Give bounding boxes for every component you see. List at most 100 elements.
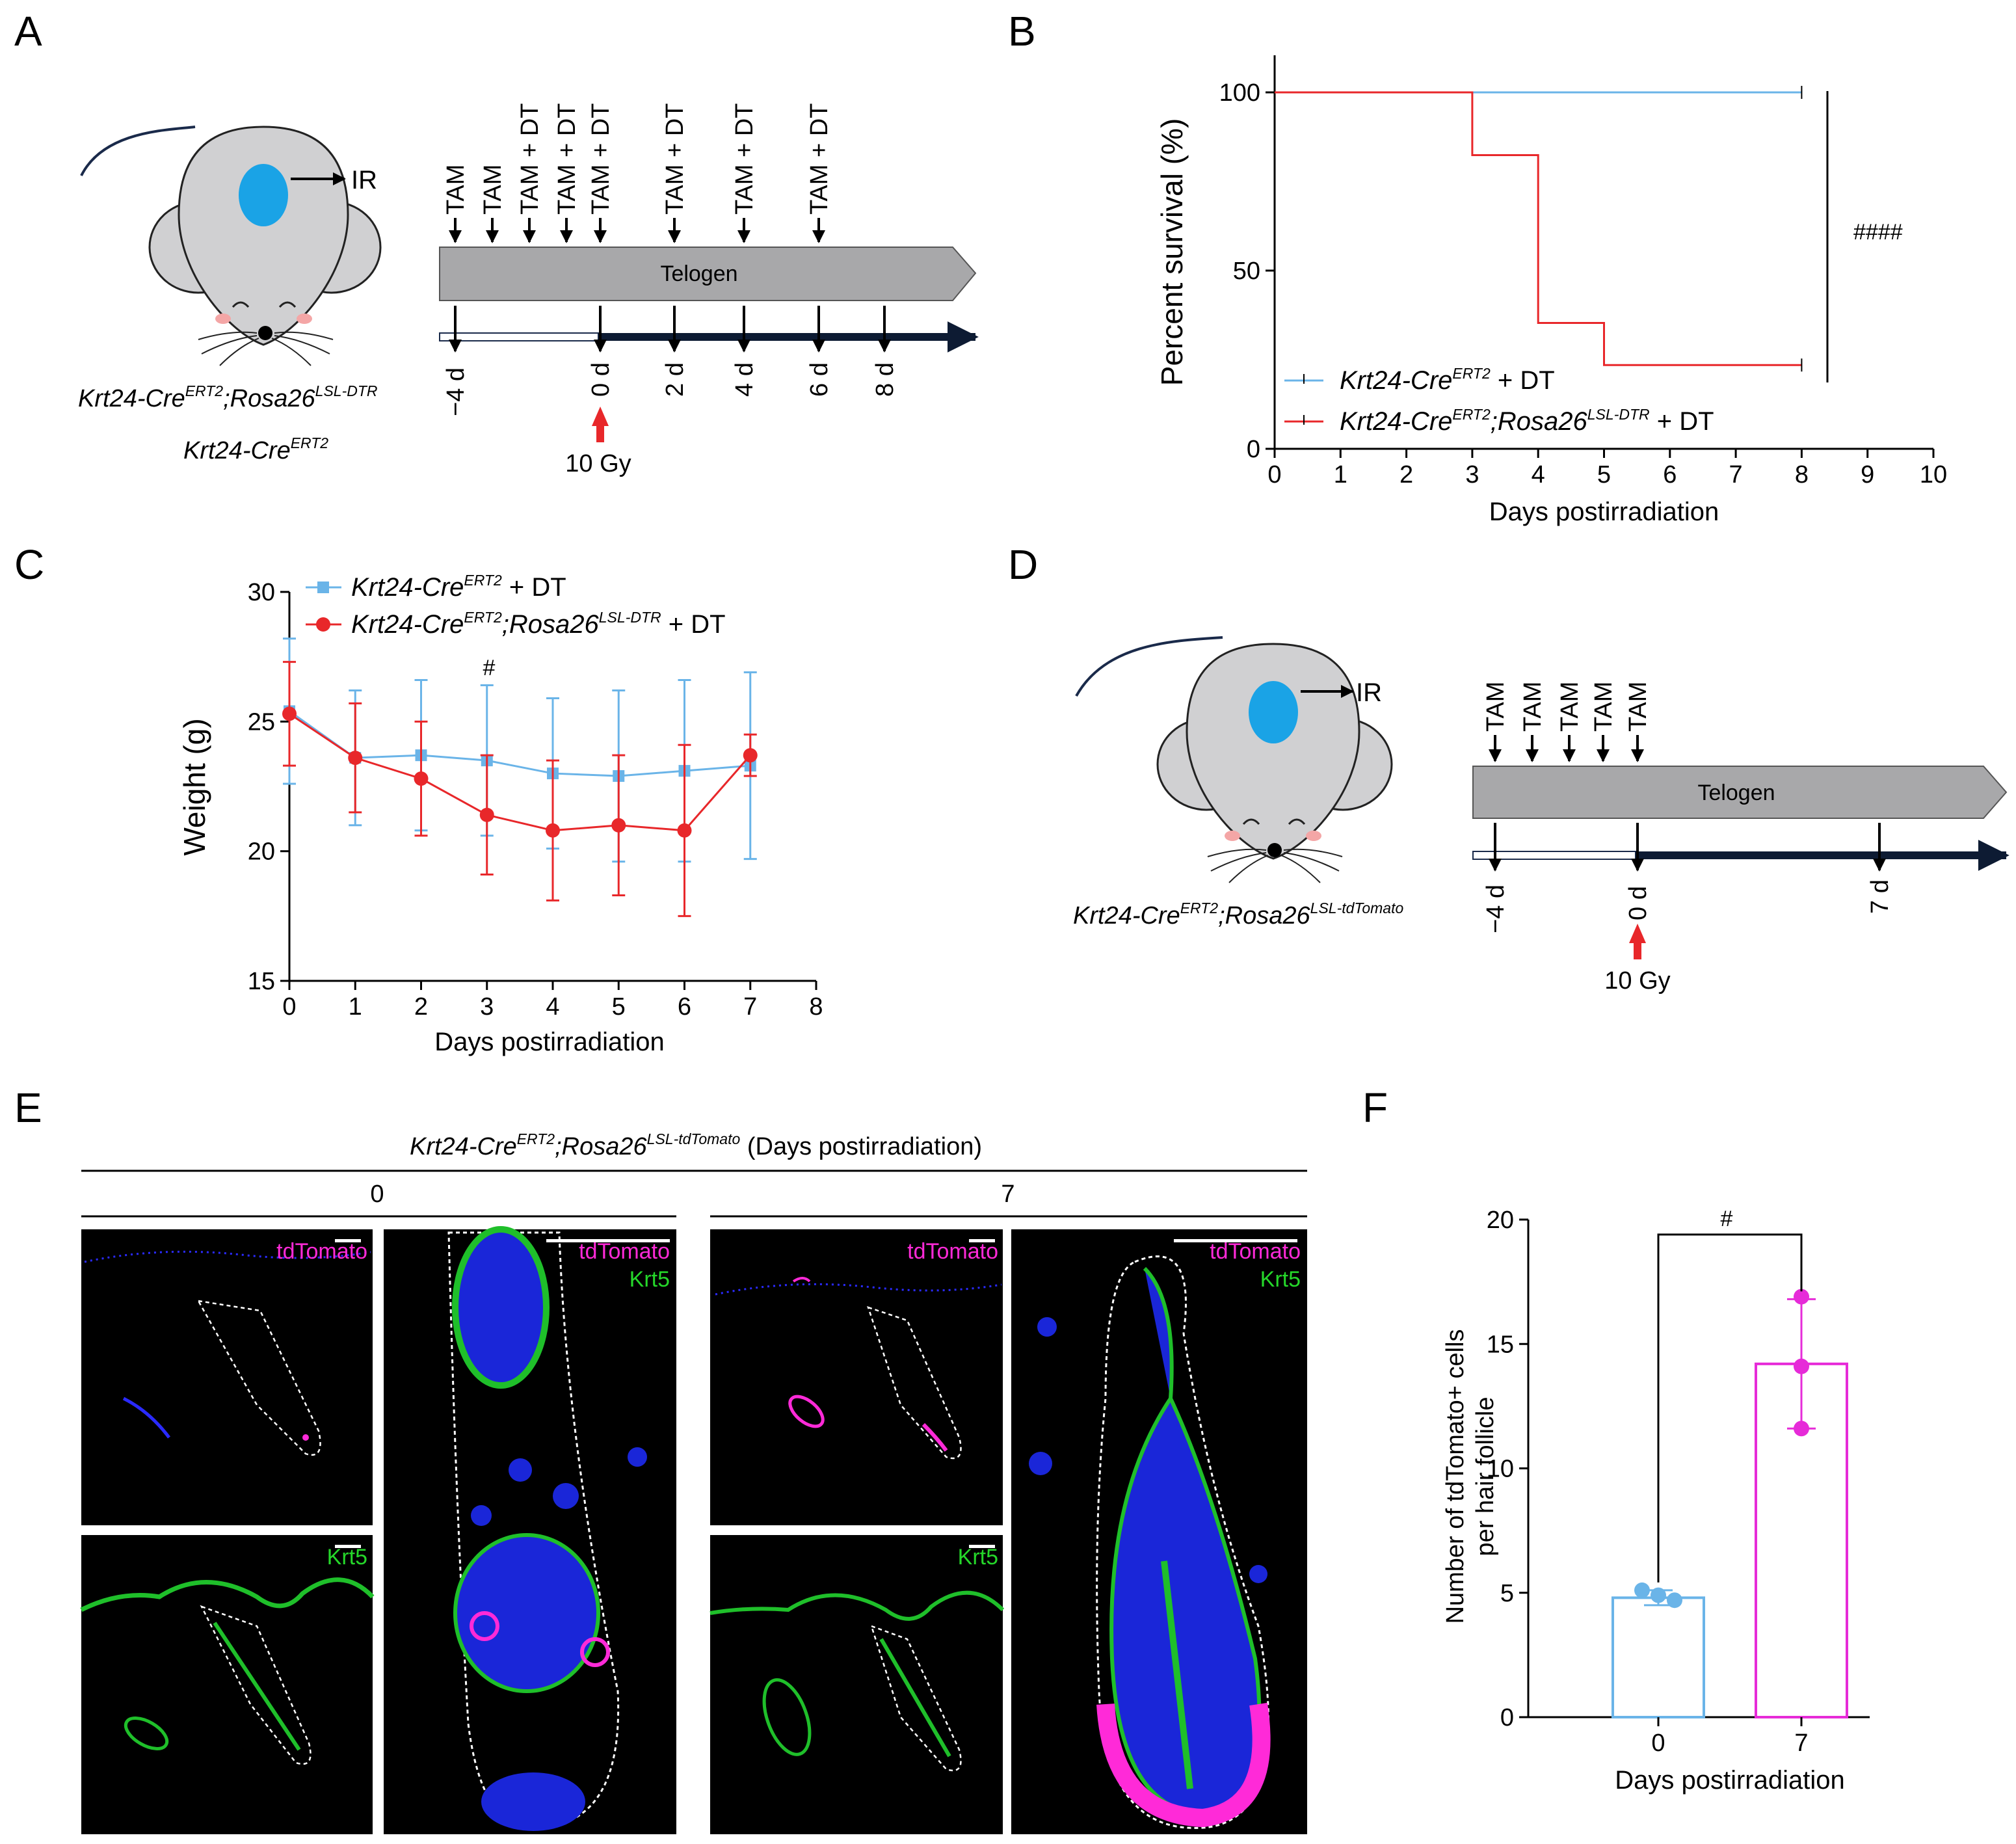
x-tick-label: 7 <box>1729 461 1743 488</box>
day-label: 4 d <box>731 362 758 397</box>
panel-d-timeline <box>1472 823 2009 872</box>
treatment-label: TAM + DT <box>731 103 758 215</box>
micrograph-day0-zoom: tdTomato Krt5 <box>384 1226 676 1834</box>
panel-a-mouse <box>80 126 382 366</box>
y-tick-label: 15 <box>1487 1331 1514 1358</box>
micrograph-day0-tdtomato: tdTomato <box>81 1229 373 1525</box>
panel-d-irradiation-arrow-icon <box>1629 924 1646 959</box>
y-tick-label: 30 <box>248 579 275 606</box>
data-point <box>677 823 692 838</box>
legend-entry-dtr: Krt24-CreERT2;Rosa26LSL-DTR + DT <box>1340 406 1714 436</box>
data-point <box>348 751 363 766</box>
panel-letter-f: F <box>1362 1084 1388 1131</box>
data-point <box>414 771 429 786</box>
stain-label-tdtomato: tdTomato <box>907 1239 998 1264</box>
day-label: 0 d <box>1625 886 1652 920</box>
panel-a-treatments: TAM TAM TAM + DT TAM + DT TAM + DT TAM +… <box>442 103 833 243</box>
y-tick-label: 10 <box>1487 1456 1514 1483</box>
panel-c-legend: Krt24-CreERT2 + DT Krt24-CreERT2;Rosa26L… <box>306 572 726 639</box>
data-point <box>1794 1289 1809 1305</box>
y-tick-label: 0 <box>1247 436 1260 463</box>
panel-d-telogen-label: Telogen <box>1697 781 1775 805</box>
data-point <box>611 818 626 833</box>
panel-d-telogen-bar <box>1472 766 2008 819</box>
day-label: 7 d <box>1866 879 1894 914</box>
y-tick-label: 5 <box>1500 1580 1514 1607</box>
treatment-label: TAM <box>479 165 507 215</box>
day-label: −4 d <box>442 367 470 416</box>
treatment-label: TAM + DT <box>587 103 615 215</box>
panel-a-genotype-2: Krt24-CreERT2 <box>183 434 328 464</box>
x-tick-label: 1 <box>349 993 362 1021</box>
micrograph-day7-krt5: Krt5 <box>710 1535 1005 1834</box>
day-label: 8 d <box>871 362 899 397</box>
data-point <box>743 748 758 763</box>
x-tick-label: 0 <box>1267 461 1281 488</box>
x-tick-label: 8 <box>809 993 823 1021</box>
x-tick-label: 3 <box>480 993 494 1021</box>
x-tick-label: 10 <box>1920 461 1947 488</box>
stain-label-tdtomato: tdTomato <box>276 1239 367 1264</box>
survival-curve-1 <box>1275 91 1802 366</box>
x-tick-label: 6 <box>678 993 691 1021</box>
x-tick-label: 2 <box>414 993 428 1021</box>
x-tick-label: 7 <box>1794 1730 1808 1757</box>
significance-bracket <box>1657 1233 1803 1583</box>
stain-label-tdtomato: tdTomato <box>579 1239 670 1264</box>
data-point <box>1651 1587 1666 1603</box>
panel-a-telogen-label: Telogen <box>660 261 737 286</box>
data-point <box>1794 1358 1809 1374</box>
treatment-label: TAM <box>1625 682 1652 732</box>
treatment-label: TAM + DT <box>806 103 833 215</box>
y-tick-label: 20 <box>248 838 275 866</box>
panel-a-dose-label: 10 Gy <box>565 450 631 477</box>
data-point <box>1667 1592 1682 1609</box>
legend-entry-control: Krt24-CreERT2 + DT <box>1340 365 1555 395</box>
y-axis-label: Weight (g) <box>178 718 211 855</box>
day-label: 2 d <box>661 362 689 397</box>
panel-letter-a: A <box>14 8 42 55</box>
panel-c-weight-chart: 0 1 2 3 4 5 6 7 8 15 20 25 30 Days postirradiation Wei… <box>178 579 823 1056</box>
y-tick-label: 25 <box>248 708 275 736</box>
mouse-tail-icon <box>1075 636 1223 697</box>
x-tick-label: 2 <box>1399 461 1413 488</box>
x-tick-label: 5 <box>612 993 626 1021</box>
legend-entry-dtr: Krt24-CreERT2;Rosa26LSL-DTR + DT <box>351 609 726 639</box>
irradiation-target-icon <box>1249 681 1298 743</box>
y-tick-label: 100 <box>1219 79 1260 107</box>
treatment-label: TAM <box>1519 682 1546 732</box>
panel-a-irradiation-arrow-icon <box>592 407 609 442</box>
x-tick-label: 3 <box>1465 461 1479 488</box>
x-axis-label: Days postirradiation <box>1615 1766 1845 1795</box>
panel-f-bar-chart: 0 5 10 15 20 0 7 Days postirradiation Number of … <box>1442 1207 1870 1795</box>
x-tick-label: 1 <box>1334 461 1347 488</box>
micrograph-day7-tdtomato: tdTomato <box>710 1229 1003 1525</box>
data-point <box>479 807 494 822</box>
panel-b-legend: Krt24-CreERT2 + DT Krt24-CreERT2;Rosa26L… <box>1284 365 1714 436</box>
data-point <box>1794 1421 1809 1437</box>
panel-e-group-7: 7 <box>1001 1181 1015 1208</box>
x-tick-label: 9 <box>1861 461 1874 488</box>
x-tick-label: 5 <box>1597 461 1611 488</box>
x-tick-label: 4 <box>1532 461 1545 488</box>
panel-d-ir-label: IR <box>1356 678 1382 707</box>
day-label: −4 d <box>1482 885 1509 933</box>
treatment-label: TAM + DT <box>553 103 581 215</box>
panel-letter-e: E <box>14 1084 42 1131</box>
x-tick-label: 6 <box>1663 461 1677 488</box>
panel-d-treatments: TAM TAM TAM TAM TAM <box>1482 682 1652 762</box>
panel-e-title: Krt24-CreERT2;Rosa26LSL-tdTomato (Days p… <box>410 1130 982 1160</box>
stain-label-krt5: Krt5 <box>630 1267 670 1292</box>
panel-a-genotype-1: Krt24-CreERT2;Rosa26LSL-DTR <box>78 382 378 412</box>
y-tick-label: 50 <box>1233 258 1260 285</box>
x-tick-label: 0 <box>282 993 296 1021</box>
panel-letter-d: D <box>1008 541 1038 588</box>
y-tick-label: 20 <box>1487 1207 1514 1234</box>
x-axis-label: Days postirradiation <box>1489 498 1719 526</box>
treatment-label: TAM <box>1556 682 1584 732</box>
panel-d-mouse <box>1075 636 1393 883</box>
bar-0 <box>1611 1596 1705 1718</box>
panel-a-ir-label: IR <box>351 166 377 194</box>
x-tick-label: 0 <box>1651 1730 1665 1757</box>
